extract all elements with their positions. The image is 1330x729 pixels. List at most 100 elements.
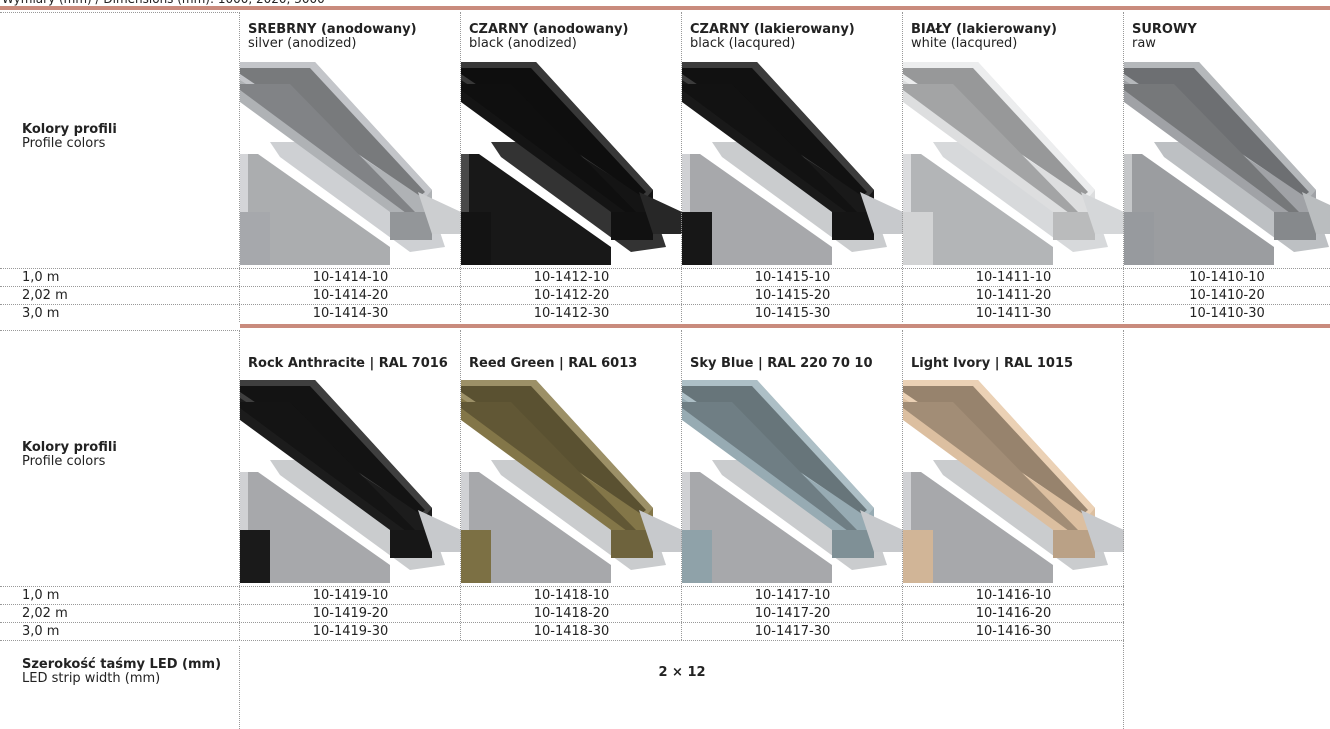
product-code: 10-1410-10: [1189, 270, 1265, 285]
row-line: [0, 330, 240, 331]
profile-part: [1081, 192, 1124, 234]
column-line: [902, 12, 903, 322]
product-code: 10-1411-30: [975, 306, 1052, 321]
product-code: 10-1418-20: [533, 606, 610, 621]
column-line: [681, 12, 682, 322]
column-name: SUROWY: [1132, 22, 1197, 37]
profile-part: [1053, 530, 1095, 558]
profile-part: [611, 530, 653, 558]
profile-part: [611, 212, 653, 240]
row-line: [0, 304, 1330, 305]
column-name: SREBRNY (anodowany): [248, 22, 417, 37]
row-label-en: Profile colors: [22, 136, 106, 151]
column-subname: silver (anodized): [248, 36, 357, 51]
profile-part: [639, 192, 682, 234]
product-code: 10-1414-30: [312, 306, 389, 321]
column-subname: black (lacqured): [690, 36, 796, 51]
profile-part: [1124, 154, 1274, 265]
profile-part: [240, 530, 270, 583]
profile-part: [1053, 212, 1095, 240]
column-name: CZARNY (anodowany): [469, 22, 629, 37]
profile-part: [1081, 510, 1124, 552]
product-code: 10-1411-10: [975, 270, 1052, 285]
profile-image: [903, 62, 1124, 265]
profile-part: [418, 192, 461, 234]
profile-part: [860, 192, 903, 234]
column-subname: black (anodized): [469, 36, 577, 51]
product-code: 10-1412-20: [533, 288, 610, 303]
profile-part: [461, 84, 636, 216]
product-code: 10-1416-30: [975, 624, 1052, 639]
dimensions-header: Wymiary (mm) / Dimensions (mm): 1000, 20…: [2, 0, 325, 7]
column-name: CZARNY (lakierowany): [690, 22, 855, 37]
column-line: [460, 330, 461, 640]
row-label-pl: Kolory profili: [22, 440, 117, 455]
column-subname: raw: [1132, 36, 1156, 51]
product-code: 10-1417-10: [754, 588, 831, 603]
profile-part: [1274, 212, 1316, 240]
row-line: [0, 268, 1330, 269]
row-line: [0, 586, 1124, 587]
product-code: 10-1414-10: [312, 270, 389, 285]
profile-part: [682, 530, 712, 583]
row-line: [0, 286, 1330, 287]
profile-part: [682, 84, 857, 216]
row-label-pl: Kolory profili: [22, 122, 117, 137]
profile-part: [461, 472, 611, 583]
profile-part: [682, 472, 832, 583]
product-code: 10-1419-30: [312, 624, 389, 639]
profile-part: [903, 530, 933, 583]
profile-image: [240, 380, 461, 583]
profile-part: [903, 212, 933, 265]
product-code: 10-1410-30: [1189, 306, 1265, 321]
profile-part: [461, 212, 491, 265]
product-code: 10-1414-20: [312, 288, 389, 303]
profile-part: [1124, 212, 1154, 265]
column-name: Reed Green | RAL 6013: [469, 356, 638, 371]
profile-part: [240, 84, 415, 216]
row-line: [0, 604, 1124, 605]
product-code: 10-1419-10: [312, 588, 389, 603]
length-label: 3,0 m: [22, 624, 60, 639]
profile-part: [418, 510, 461, 552]
row-line: [0, 640, 1124, 641]
profile-part: [682, 212, 712, 265]
column-line: [1123, 330, 1124, 646]
column-line: [239, 330, 240, 640]
column-name: Rock Anthracite | RAL 7016: [248, 356, 448, 371]
column-line: [239, 646, 240, 729]
column-subname: white (lacqured): [911, 36, 1018, 51]
row-label-en: Profile colors: [22, 454, 106, 469]
profile-part: [240, 154, 390, 265]
red-rule: [0, 6, 1330, 10]
profile-part: [903, 84, 1078, 216]
length-label: 2,02 m: [22, 288, 68, 303]
profile-part: [860, 510, 903, 552]
profile-image: [682, 380, 903, 583]
profile-part: [682, 154, 832, 265]
length-label: 2,02 m: [22, 606, 68, 621]
product-code: 10-1410-20: [1189, 288, 1265, 303]
column-line: [1123, 12, 1124, 322]
profile-part: [390, 212, 432, 240]
column-name: Light Ivory | RAL 1015: [911, 356, 1074, 371]
product-code: 10-1416-10: [975, 588, 1052, 603]
length-label: 3,0 m: [22, 306, 60, 321]
product-code: 10-1412-30: [533, 306, 610, 321]
product-code: 10-1417-30: [754, 624, 831, 639]
profile-part: [240, 402, 415, 534]
led-label-pl: Szerokość taśmy LED (mm): [22, 657, 222, 672]
profile-part: [682, 402, 857, 534]
profile-part: [1124, 84, 1299, 216]
profile-image: [1124, 62, 1330, 265]
column-line: [902, 330, 903, 640]
product-code: 10-1411-20: [975, 288, 1052, 303]
profile-image: [682, 62, 903, 265]
product-code: 10-1415-10: [754, 270, 831, 285]
column-name: Sky Blue | RAL 220 70 10: [690, 356, 873, 371]
length-label: 1,0 m: [22, 270, 60, 285]
profile-part: [903, 402, 1078, 534]
profile-part: [639, 510, 682, 552]
length-label: 1,0 m: [22, 588, 60, 603]
